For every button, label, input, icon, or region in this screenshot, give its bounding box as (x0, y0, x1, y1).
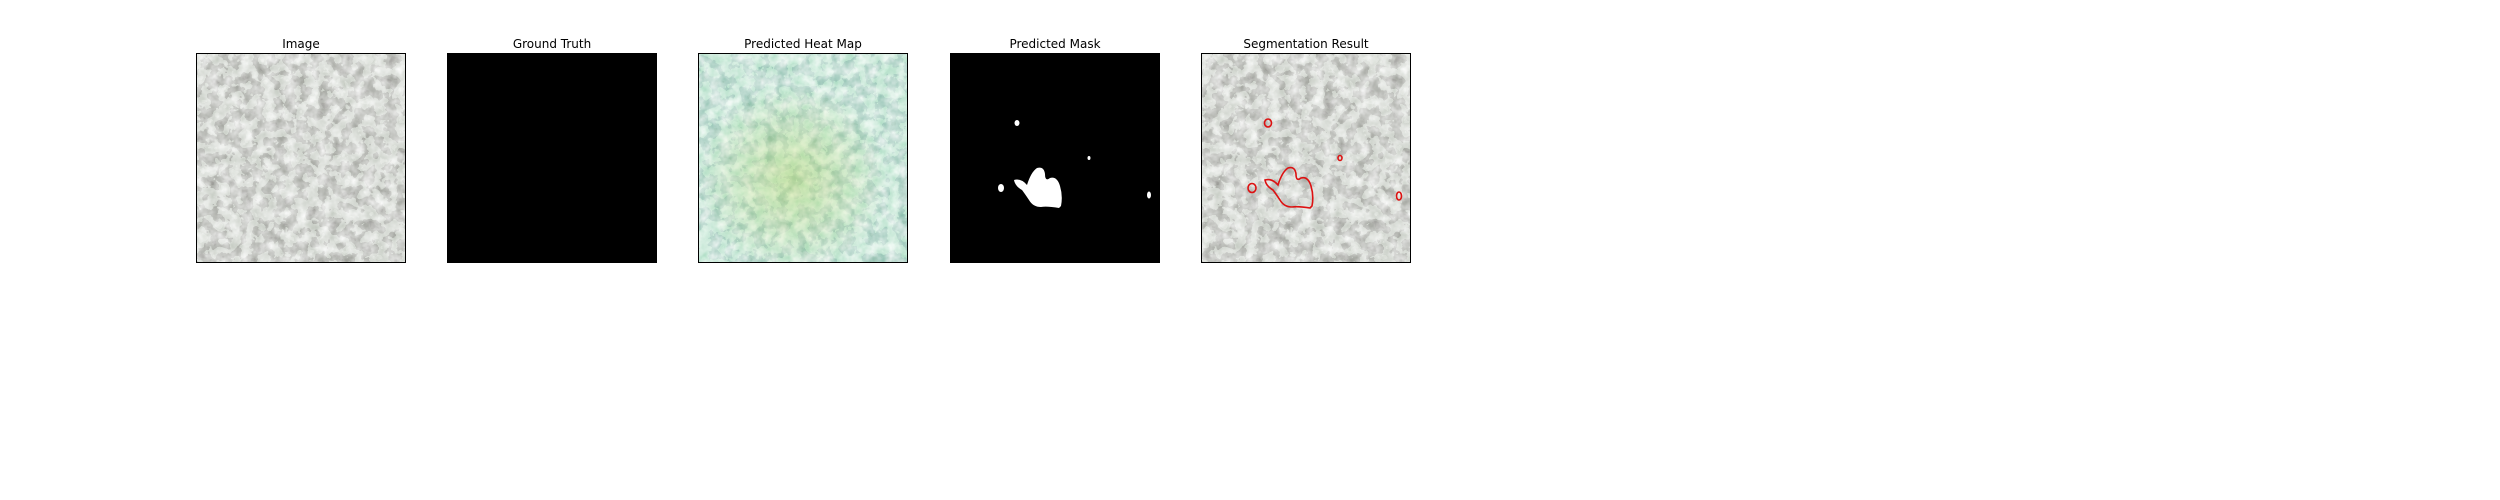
panel-title-ground-truth: Ground Truth (512, 37, 592, 51)
panel-title-image: Image (282, 37, 320, 51)
image-panel (196, 53, 406, 263)
empty-mask (447, 53, 657, 263)
ground-truth-panel (447, 53, 657, 263)
heat-map-panel (698, 53, 908, 263)
segmentation-panel (1201, 53, 1411, 263)
binary-mask (998, 120, 1151, 208)
heatmap-overlay (699, 54, 907, 262)
panel-title-predicted-mask: Predicted Mask (1009, 37, 1101, 51)
panel-title-heat-map: Predicted Heat Map (744, 37, 862, 51)
panel-title-segmentation: Segmentation Result (1243, 37, 1369, 51)
contour-overlay (1202, 54, 1410, 262)
predicted-mask-panel (950, 53, 1160, 263)
texture-image (197, 54, 405, 262)
